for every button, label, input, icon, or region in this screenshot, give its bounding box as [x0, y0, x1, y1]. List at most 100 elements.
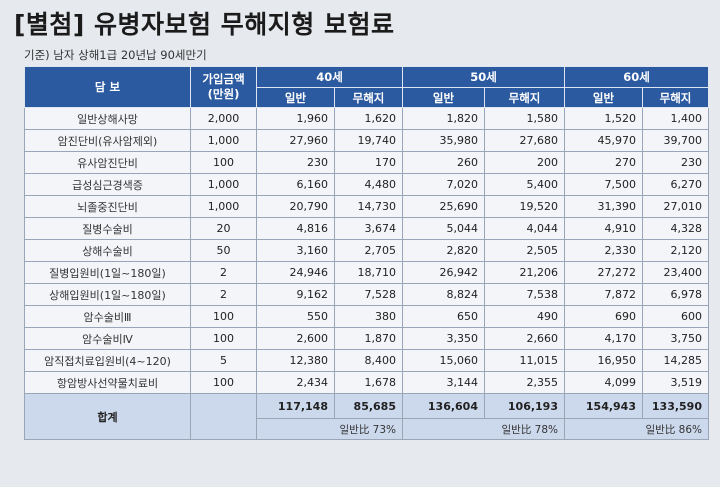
premium-value: 2,600	[256, 327, 335, 350]
table-row: 뇌졸중진단비 1,000 20,790 14,730 25,690 19,520 31,39…	[24, 195, 709, 218]
premium-value: 6,978	[642, 283, 709, 306]
premium-value: 6,270	[642, 173, 709, 196]
premium-value: 16,950	[564, 349, 643, 372]
premium-value: 4,044	[484, 217, 565, 240]
premium-value: 14,730	[334, 195, 403, 218]
coverage-name: 일반상해사망	[24, 107, 191, 130]
coverage-name: 항암방사선약물치료비	[24, 371, 191, 394]
premium-value: 20,790	[256, 195, 335, 218]
coverage-name: 암수술비Ⅳ	[24, 327, 191, 350]
premium-value: 7,020	[402, 173, 485, 196]
premium-value: 3,160	[256, 239, 335, 262]
premium-value: 170	[334, 151, 403, 174]
premium-value: 650	[402, 305, 485, 328]
premium-value: 2,120	[642, 239, 709, 262]
premium-value: 8,400	[334, 349, 403, 372]
premium-value: 27,960	[256, 129, 335, 152]
premium-value: 35,980	[402, 129, 485, 152]
coverage-name: 질병입원비(1일~180일)	[24, 261, 191, 284]
premium-value: 7,500	[564, 173, 643, 196]
premium-value: 4,910	[564, 217, 643, 240]
premium-value: 2,705	[334, 239, 403, 262]
premium-value: 3,674	[334, 217, 403, 240]
coverage-name: 암직접치료입원비(4~120)	[24, 349, 191, 372]
total-value: 106,193	[484, 393, 565, 419]
ratio-40: 일반比 73%	[256, 418, 403, 440]
premium-value: 2,434	[256, 371, 335, 394]
coverage-amount: 1,000	[190, 173, 257, 196]
coverage-amount: 2	[190, 283, 257, 306]
premium-value: 230	[256, 151, 335, 174]
premium-value: 200	[484, 151, 565, 174]
coverage-amount: 5	[190, 349, 257, 372]
total-value: 85,685	[334, 393, 403, 419]
coverage-amount: 100	[190, 327, 257, 350]
table-row: 일반상해사망 2,000 1,960 1,620 1,820 1,580 1,520 1,40…	[24, 107, 709, 130]
premium-value: 15,060	[402, 349, 485, 372]
premium-value: 4,816	[256, 217, 335, 240]
premium-value: 2,660	[484, 327, 565, 350]
premium-value: 600	[642, 305, 709, 328]
table-row: 질병수술비 20 4,816 3,674 5,044 4,044 4,910 4,328	[24, 217, 709, 240]
premium-value: 31,390	[564, 195, 643, 218]
coverage-name: 질병수술비	[24, 217, 191, 240]
premium-value: 270	[564, 151, 643, 174]
header-amount: 가입금액 (만원)	[190, 66, 257, 108]
premium-value: 380	[334, 305, 403, 328]
premium-value: 7,872	[564, 283, 643, 306]
table-row: 암진단비(유사암제외) 1,000 27,960 19,740 35,980 27,680…	[24, 129, 709, 152]
premium-value: 4,170	[564, 327, 643, 350]
header-nonrefund: 무해지	[334, 87, 403, 108]
premium-value: 1,960	[256, 107, 335, 130]
ratio-60: 일반比 86%	[564, 418, 709, 440]
premium-value: 5,044	[402, 217, 485, 240]
header-age-40: 40세	[256, 66, 403, 88]
premium-value: 1,620	[334, 107, 403, 130]
premium-value: 8,824	[402, 283, 485, 306]
premium-value: 19,520	[484, 195, 565, 218]
premium-value: 1,580	[484, 107, 565, 130]
premium-value: 39,700	[642, 129, 709, 152]
total-value: 136,604	[402, 393, 485, 419]
table-row: 질병입원비(1일~180일) 2 24,946 18,710 26,942 21,206 2…	[24, 261, 709, 284]
coverage-amount: 2	[190, 261, 257, 284]
premium-value: 27,010	[642, 195, 709, 218]
premium-value: 230	[642, 151, 709, 174]
premium-value: 1,820	[402, 107, 485, 130]
table-row: 암직접치료입원비(4~120) 5 12,380 8,400 15,060 11,015 1…	[24, 349, 709, 372]
coverage-name: 뇌졸중진단비	[24, 195, 191, 218]
premium-value: 21,206	[484, 261, 565, 284]
premium-table: 담 보 가입금액 (만원) 40세 50세 60세 일반 무해지 일반 무해지 …	[24, 66, 709, 440]
coverage-amount: 100	[190, 305, 257, 328]
coverage-amount: 1,000	[190, 129, 257, 152]
premium-value: 24,946	[256, 261, 335, 284]
premium-value: 550	[256, 305, 335, 328]
premium-value: 690	[564, 305, 643, 328]
premium-value: 27,680	[484, 129, 565, 152]
premium-value: 5,400	[484, 173, 565, 196]
header-age-50: 50세	[402, 66, 565, 88]
premium-value: 9,162	[256, 283, 335, 306]
premium-value: 27,272	[564, 261, 643, 284]
coverage-name: 유사암진단비	[24, 151, 191, 174]
premium-value: 12,380	[256, 349, 335, 372]
premium-value: 490	[484, 305, 565, 328]
coverage-name: 암진단비(유사암제외)	[24, 129, 191, 152]
table-body: 일반상해사망 2,000 1,960 1,620 1,820 1,580 1,520 1,40…	[24, 107, 709, 394]
premium-value: 23,400	[642, 261, 709, 284]
premium-value: 2,820	[402, 239, 485, 262]
coverage-name: 상해수술비	[24, 239, 191, 262]
header-general: 일반	[564, 87, 643, 108]
table-row: 암수술비Ⅲ 100 550 380 650 490 690 600	[24, 305, 709, 328]
coverage-name: 상해입원비(1일~180일)	[24, 283, 191, 306]
page-title: [별첨] 유병자보험 무해지형 보험료	[14, 10, 395, 39]
header-general: 일반	[402, 87, 485, 108]
header-coverage: 담 보	[24, 66, 191, 108]
total-value: 154,943	[564, 393, 643, 419]
coverage-name: 암수술비Ⅲ	[24, 305, 191, 328]
table-row: 항암방사선약물치료비 100 2,434 1,678 3,144 2,355 4,099 3,…	[24, 371, 709, 394]
coverage-amount: 100	[190, 151, 257, 174]
table-row: 급성심근경색증 1,000 6,160 4,480 7,020 5,400 7,500 6,2…	[24, 173, 709, 196]
coverage-name: 급성심근경색증	[24, 173, 191, 196]
